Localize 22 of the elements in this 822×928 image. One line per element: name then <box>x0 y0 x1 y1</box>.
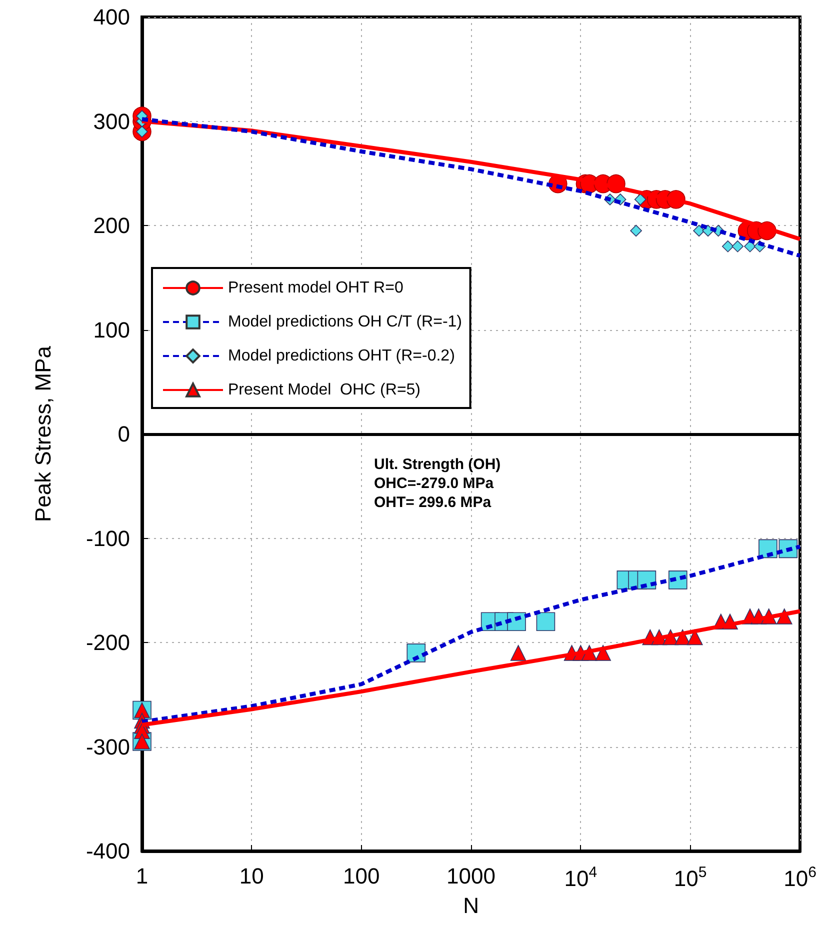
y-axis-title: Peak Stress, MPa <box>30 345 56 522</box>
annotation: Ult. Strength (OH) <box>374 456 501 473</box>
x-tick-label: 10 <box>239 864 264 888</box>
legend-label: Present Model OHC (R=5) <box>228 382 421 398</box>
y-tick-label: -200 <box>86 630 130 655</box>
y-tick-label: 200 <box>93 213 130 238</box>
legend-label: Model predictions OH C/T (R=-1) <box>228 314 462 330</box>
legend-label: Model predictions OHT (R=-0.2) <box>228 348 455 364</box>
y-tick-label: -300 <box>86 734 130 760</box>
x-tick-label: 1000 <box>446 864 496 888</box>
y-tick-label: 100 <box>93 317 130 342</box>
y-tick-label: -100 <box>86 526 130 551</box>
annotation: OHC=-279.0 MPa <box>374 475 494 492</box>
x-axis-title: N <box>463 892 479 918</box>
legend-label: Present model OHT R=0 <box>228 280 404 296</box>
x-tick-label: 1 <box>136 864 148 888</box>
y-tick-label: 400 <box>93 4 130 30</box>
y-tick-label: 0 <box>118 422 130 446</box>
x-tick-label: 100 <box>342 864 380 888</box>
y-tick-label: 300 <box>93 108 130 134</box>
y-tick-label: -400 <box>86 838 130 864</box>
annotation: OHT= 299.6 MPa <box>374 494 492 511</box>
